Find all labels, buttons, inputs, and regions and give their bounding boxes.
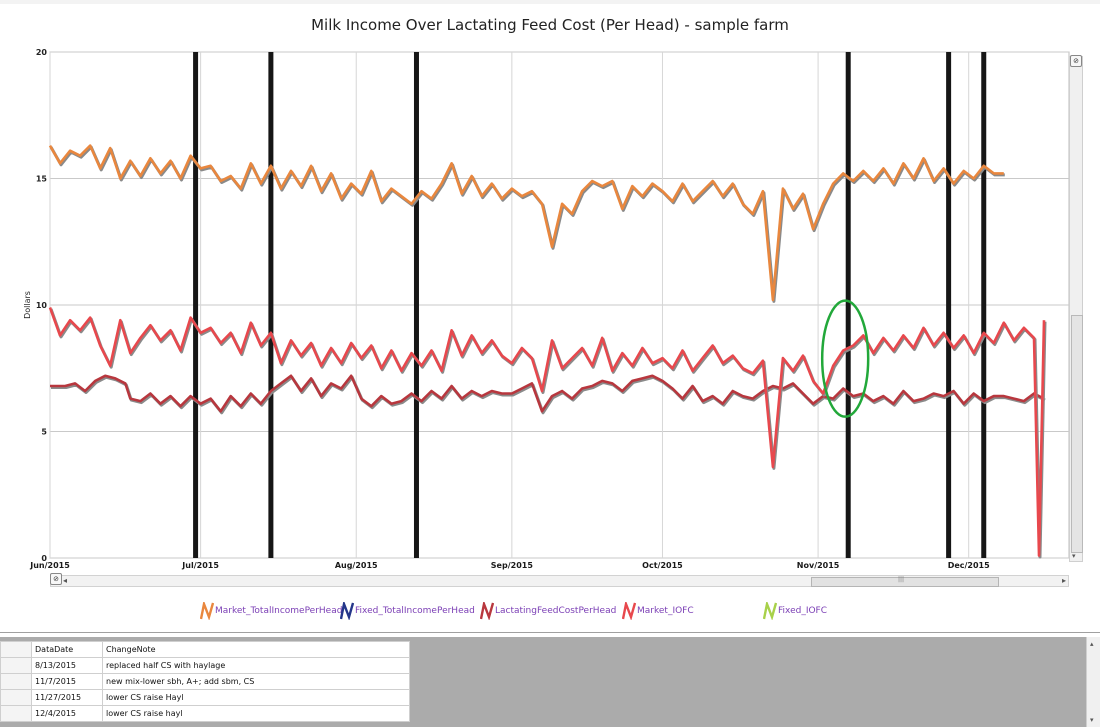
- cell-date[interactable]: 11/27/2015: [31, 689, 103, 706]
- series-line-lactatingfeedcostperhead: [50, 374, 1045, 413]
- scroll-down-icon[interactable]: ▾: [1072, 552, 1076, 560]
- y-axis-label: Dollars: [23, 291, 32, 319]
- zoom-reset-y-icon[interactable]: ⊘: [1070, 55, 1082, 67]
- scroll-grip-icon: |||: [898, 576, 905, 583]
- cell-date[interactable]: 12/4/2015: [31, 705, 103, 722]
- change-marker-lines: [193, 52, 987, 558]
- legend-swatch-icon: [200, 602, 214, 620]
- table-row[interactable]: 8/13/2015 replaced half CS with haylage: [0, 657, 410, 674]
- row-selector[interactable]: [0, 689, 32, 706]
- row-selector[interactable]: [0, 673, 32, 690]
- axes: 0 5 10 15 20 Jun/2015 Jul/2015 Aug/2015 Sep/2015…: [23, 48, 990, 570]
- legend-label: Market_IOFC: [637, 606, 694, 616]
- grid-vertical-scrollbar[interactable]: ▴ ▾: [1086, 637, 1100, 727]
- annotation-layer: [820, 299, 870, 418]
- horizontal-scrollbar[interactable]: ◂ ||| ▸: [50, 575, 1069, 587]
- change-note-grid-panel: DataDate ChangeNote 8/13/2015 replaced h…: [0, 637, 1100, 727]
- legend-label: Fixed_TotalIncomePerHead: [355, 606, 475, 616]
- legend-swatch-icon: [622, 602, 636, 620]
- cell-note[interactable]: replaced half CS with haylage: [102, 657, 410, 674]
- series-lines: [48, 144, 1047, 559]
- scroll-right-icon[interactable]: ▸: [1061, 576, 1066, 585]
- y-tick-label: 5: [41, 428, 47, 437]
- legend-label: LactatingFeedCostPerHead: [495, 606, 617, 616]
- table-row[interactable]: 11/27/2015 lower CS raise Hayl: [0, 689, 410, 706]
- plot-area: 0 5 10 15 20 Jun/2015 Jul/2015 Aug/2015 Sep/2015…: [23, 48, 1070, 570]
- cell-note[interactable]: lower CS raise hayl: [102, 705, 410, 722]
- legend-item-market-total-income[interactable]: Market_TotalIncomePerHead: [200, 602, 342, 620]
- legend-label: Market_TotalIncomePerHead: [215, 606, 343, 616]
- chart-legend: Market_TotalIncomePerHead Fixed_TotalInc…: [0, 600, 1100, 626]
- annotation-ellipse: [820, 299, 870, 418]
- vertical-scroll-thumb[interactable]: [1071, 315, 1083, 553]
- horizontal-scroll-thumb[interactable]: |||: [811, 576, 999, 587]
- chart-title: Milk Income Over Lactating Feed Cost (Pe…: [311, 16, 789, 34]
- legend-swatch-icon: [763, 602, 777, 620]
- grid-scroll-down-icon[interactable]: ▾: [1090, 716, 1094, 724]
- row-selector[interactable]: [0, 657, 32, 674]
- x-tick-label: Dec/2015: [948, 561, 990, 570]
- table-row[interactable]: 11/7/2015 new mix-lower sbh, A+; add sbm…: [0, 673, 410, 690]
- x-tick-label: Jul/2015: [181, 561, 219, 570]
- legend-item-feed-cost[interactable]: LactatingFeedCostPerHead: [480, 602, 616, 620]
- cell-note[interactable]: lower CS raise Hayl: [102, 689, 410, 706]
- legend-item-fixed-iofc[interactable]: Fixed_IOFC: [763, 602, 827, 620]
- legend-label: Fixed_IOFC: [778, 606, 828, 616]
- y-tick-label: 10: [36, 301, 48, 310]
- row-selector[interactable]: [0, 705, 32, 722]
- x-tick-label: Sep/2015: [491, 561, 534, 570]
- vertical-scrollbar[interactable]: ▴ ▾: [1069, 56, 1083, 562]
- cell-date[interactable]: 8/13/2015: [31, 657, 103, 674]
- y-tick-label: 20: [36, 48, 48, 57]
- grid-lines: [49, 51, 1070, 559]
- chart-panel: Milk Income Over Lactating Feed Cost (Pe…: [0, 4, 1100, 633]
- table-row[interactable]: 12/4/2015 lower CS raise hayl: [0, 705, 410, 722]
- cell-note[interactable]: new mix-lower sbh, A+; add sbm, CS: [102, 673, 410, 690]
- x-tick-label: Nov/2015: [797, 561, 840, 570]
- x-tick-label: Aug/2015: [335, 561, 378, 570]
- series-line-market-totalincomeperhead: [48, 144, 1004, 302]
- scroll-left-icon[interactable]: ◂: [63, 576, 68, 585]
- column-header-changenote[interactable]: ChangeNote: [102, 641, 410, 658]
- y-tick-label: 0: [41, 554, 47, 563]
- row-header-corner: [0, 641, 32, 658]
- zoom-reset-x-icon[interactable]: ⊘: [50, 573, 62, 585]
- cell-date[interactable]: 11/7/2015: [31, 673, 103, 690]
- legend-swatch-icon: [480, 602, 494, 620]
- change-note-table: DataDate ChangeNote 8/13/2015 replaced h…: [0, 641, 410, 722]
- legend-item-market-iofc[interactable]: Market_IOFC: [622, 602, 694, 620]
- grid-scroll-up-icon[interactable]: ▴: [1090, 640, 1094, 648]
- legend-item-fixed-total-income[interactable]: Fixed_TotalIncomePerHead: [340, 602, 475, 620]
- series-shadow: [51, 375, 1046, 415]
- x-tick-label: Jun/2015: [29, 561, 70, 570]
- y-tick-label: 15: [36, 175, 48, 184]
- legend-swatch-icon: [340, 602, 354, 620]
- series-line-market-iofc: [48, 307, 1046, 557]
- x-tick-label: Oct/2015: [642, 561, 683, 570]
- table-header-row: DataDate ChangeNote: [0, 641, 410, 658]
- column-header-datadate[interactable]: DataDate: [31, 641, 103, 658]
